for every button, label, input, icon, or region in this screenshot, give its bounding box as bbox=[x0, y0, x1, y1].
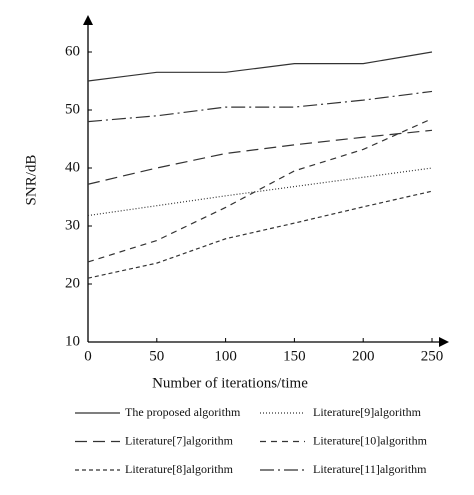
y-tick-label: 40 bbox=[65, 159, 80, 175]
x-axis-title: Number of iterations/time bbox=[152, 375, 308, 391]
x-tick-label: 250 bbox=[421, 348, 444, 364]
y-tick-label: 10 bbox=[65, 333, 80, 349]
y-tick-label: 20 bbox=[65, 275, 80, 291]
legend-label: Literature[9]algorithm bbox=[313, 405, 422, 419]
x-tick-label: 200 bbox=[352, 348, 375, 364]
y-tick-label: 50 bbox=[65, 101, 80, 117]
series-line bbox=[87, 190, 433, 279]
series-line bbox=[87, 167, 433, 217]
x-tick-label: 100 bbox=[214, 348, 237, 364]
legend-label: Literature[11]algorithm bbox=[313, 462, 427, 476]
y-tick-label: 30 bbox=[65, 217, 80, 233]
x-tick-label: 50 bbox=[149, 348, 164, 364]
series-line bbox=[87, 129, 433, 185]
x-tick-label: 0 bbox=[84, 348, 92, 364]
series-line bbox=[87, 90, 433, 123]
x-tick-label: 150 bbox=[283, 348, 306, 364]
legend-label: Literature[8]algorithm bbox=[125, 462, 234, 476]
series-line bbox=[87, 51, 433, 82]
y-tick-label: 60 bbox=[65, 43, 80, 59]
series-line bbox=[87, 118, 433, 263]
legend-label: Literature[10]algorithm bbox=[313, 433, 428, 447]
y-axis-title: SNR/dB bbox=[23, 155, 39, 206]
legend-label: Literature[7]algorithm bbox=[125, 433, 234, 447]
legend-label: The proposed algorithm bbox=[125, 405, 241, 419]
